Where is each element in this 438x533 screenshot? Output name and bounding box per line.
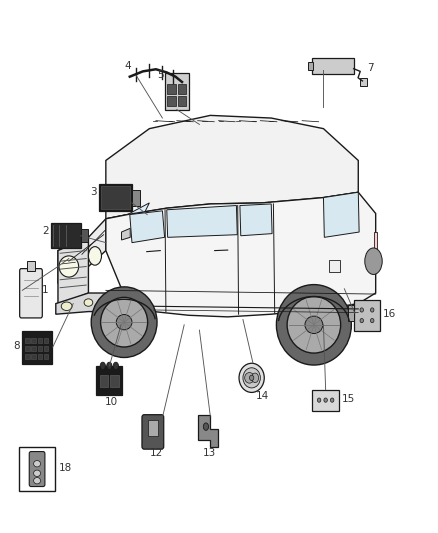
Bar	[167, 84, 176, 94]
Ellipse shape	[59, 256, 79, 277]
Bar	[148, 420, 158, 436]
Polygon shape	[106, 192, 376, 317]
FancyBboxPatch shape	[142, 415, 164, 449]
Bar	[22, 330, 52, 364]
Text: 13: 13	[202, 448, 215, 458]
FancyBboxPatch shape	[29, 451, 45, 487]
Bar	[44, 354, 48, 359]
Bar	[312, 58, 354, 74]
Ellipse shape	[113, 362, 118, 369]
Bar	[101, 187, 130, 209]
Text: 1: 1	[42, 285, 49, 295]
Text: 2: 2	[43, 225, 49, 236]
Bar	[81, 229, 88, 242]
Ellipse shape	[91, 287, 157, 358]
Ellipse shape	[252, 373, 258, 383]
Polygon shape	[240, 204, 272, 236]
Ellipse shape	[371, 308, 374, 312]
Bar	[27, 261, 35, 271]
Ellipse shape	[330, 398, 334, 402]
Text: 5: 5	[157, 70, 164, 80]
Polygon shape	[58, 219, 106, 284]
Bar	[132, 190, 140, 206]
Polygon shape	[374, 232, 377, 251]
Ellipse shape	[107, 362, 112, 369]
Ellipse shape	[318, 398, 321, 402]
Ellipse shape	[34, 470, 41, 477]
Polygon shape	[56, 293, 106, 314]
FancyBboxPatch shape	[20, 269, 42, 318]
Bar	[360, 78, 367, 86]
Text: 10: 10	[105, 397, 118, 407]
Bar	[38, 354, 42, 359]
Ellipse shape	[287, 296, 341, 353]
Polygon shape	[121, 228, 130, 240]
Bar	[100, 375, 109, 387]
Text: 4: 4	[124, 61, 131, 71]
Text: 15: 15	[342, 394, 355, 404]
Bar	[99, 184, 132, 212]
Ellipse shape	[250, 375, 254, 381]
Bar	[25, 346, 30, 351]
Text: 3: 3	[90, 188, 97, 197]
Ellipse shape	[203, 423, 208, 430]
Ellipse shape	[84, 299, 93, 306]
Text: 7: 7	[367, 63, 373, 74]
Polygon shape	[323, 192, 359, 237]
Bar	[312, 390, 339, 411]
Ellipse shape	[245, 373, 254, 383]
Bar	[32, 354, 36, 359]
Ellipse shape	[100, 362, 106, 369]
Ellipse shape	[34, 461, 41, 467]
Polygon shape	[58, 237, 88, 304]
Bar	[110, 375, 119, 387]
Polygon shape	[167, 206, 237, 237]
Ellipse shape	[116, 314, 132, 330]
Bar	[25, 338, 30, 343]
Ellipse shape	[243, 368, 260, 388]
Bar	[178, 96, 186, 107]
Bar	[44, 338, 48, 343]
Bar	[32, 346, 36, 351]
Ellipse shape	[360, 318, 364, 322]
Bar	[25, 354, 30, 359]
Polygon shape	[106, 203, 149, 251]
Polygon shape	[198, 415, 218, 447]
Text: 8: 8	[13, 341, 20, 351]
Text: 18: 18	[58, 463, 72, 473]
Bar	[165, 74, 189, 110]
Ellipse shape	[365, 248, 382, 274]
Ellipse shape	[101, 297, 148, 347]
Ellipse shape	[239, 364, 264, 392]
Bar	[308, 62, 313, 70]
Ellipse shape	[276, 285, 351, 365]
Bar	[44, 346, 48, 351]
Bar	[38, 338, 42, 343]
Bar	[19, 447, 55, 491]
Bar	[178, 84, 186, 94]
Bar	[38, 346, 42, 351]
Ellipse shape	[88, 247, 102, 265]
Bar	[96, 366, 122, 395]
Text: 14: 14	[256, 391, 269, 401]
Polygon shape	[130, 211, 165, 243]
Text: 12: 12	[149, 448, 162, 458]
Ellipse shape	[324, 398, 327, 402]
Bar	[167, 96, 176, 107]
Text: 16: 16	[383, 309, 396, 319]
Bar	[328, 260, 339, 272]
Bar	[32, 338, 36, 343]
Bar	[354, 300, 380, 330]
Polygon shape	[106, 115, 358, 219]
Ellipse shape	[305, 316, 323, 334]
Bar	[50, 223, 81, 248]
Ellipse shape	[360, 308, 364, 312]
Ellipse shape	[34, 478, 41, 484]
Ellipse shape	[371, 318, 374, 322]
Ellipse shape	[61, 302, 72, 311]
Bar	[348, 305, 354, 320]
